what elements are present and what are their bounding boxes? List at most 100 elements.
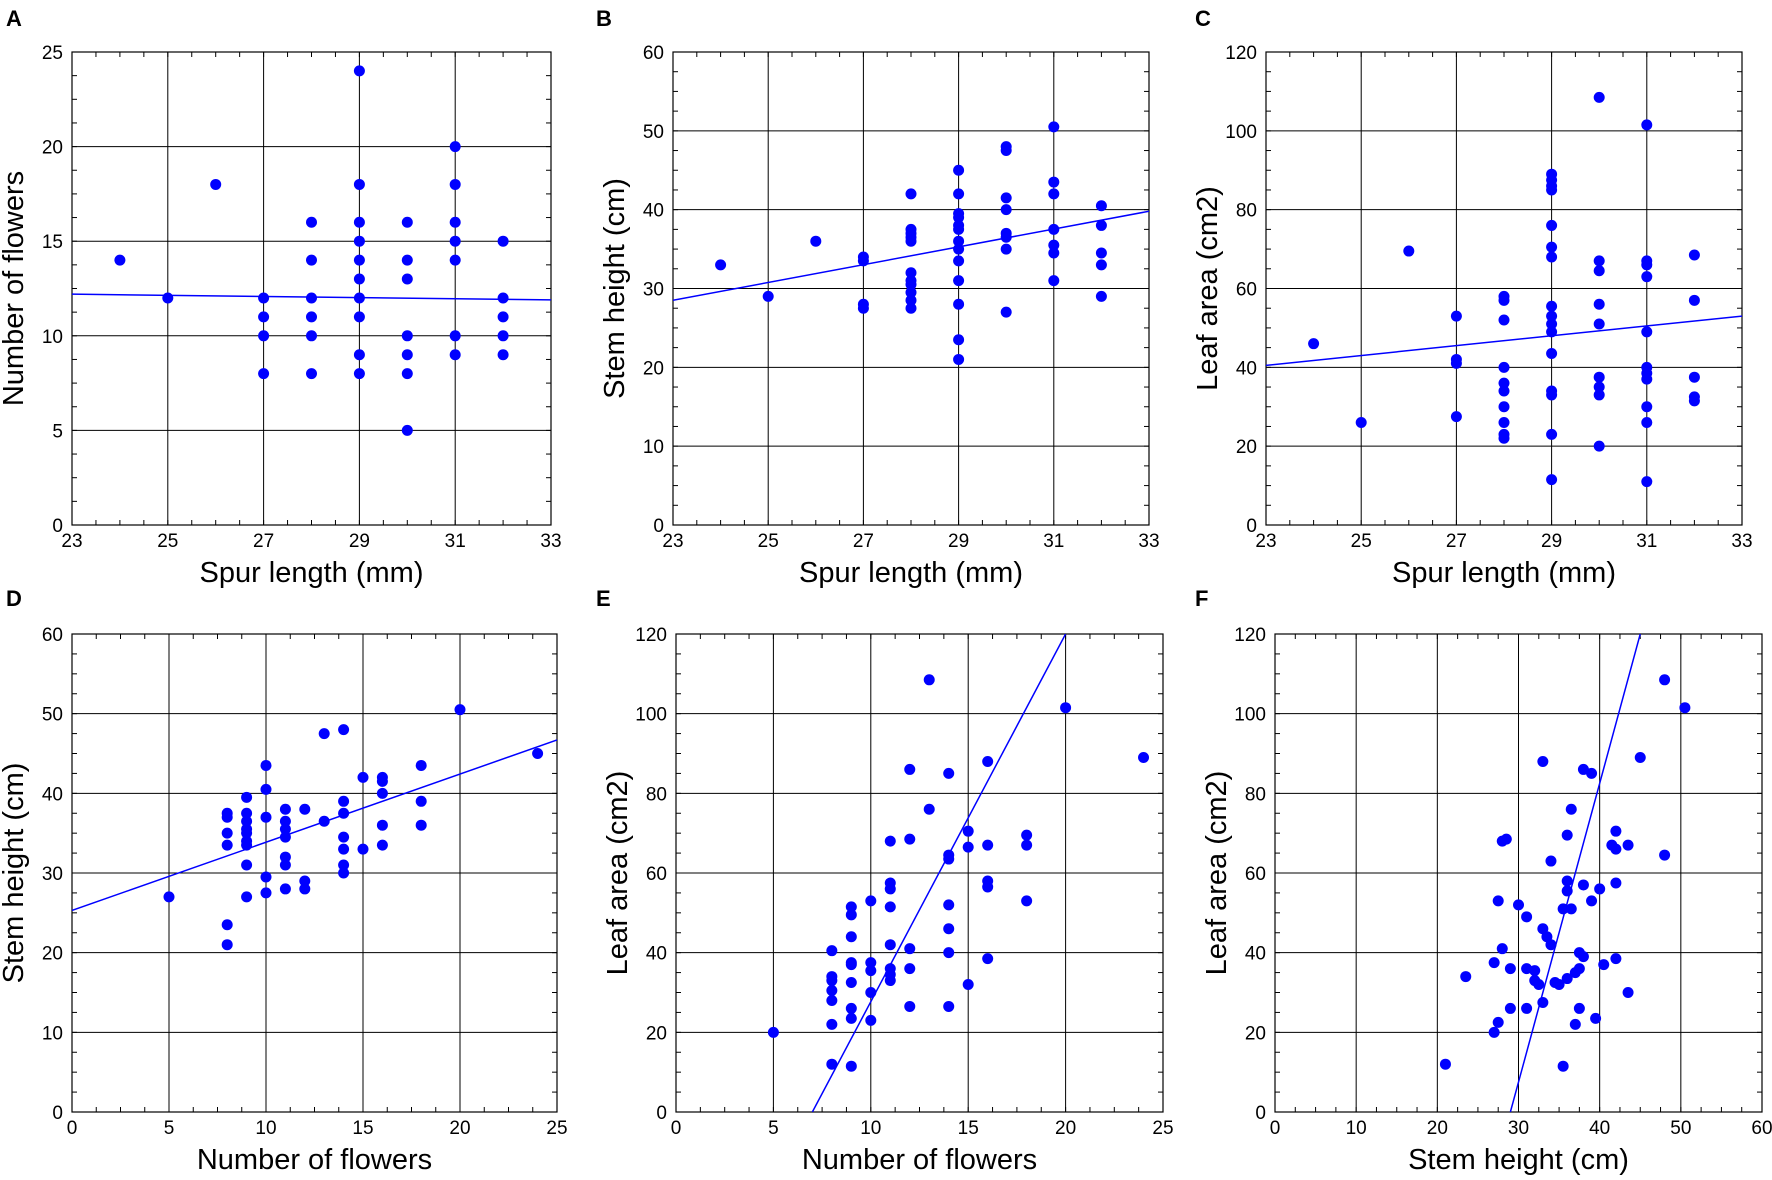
panel-letter: C [1195,6,1211,31]
x-tick-label: 5 [164,1118,175,1139]
data-point [953,243,965,255]
x-tick-label: 5 [768,1118,779,1139]
data-point [279,803,291,815]
chart-panel-a: A 23 25 27 29 31 33 0 5 10 15 20 25 Spur length (mm) N… [0,6,562,589]
data-point [1577,951,1589,963]
data-point [401,349,413,361]
x-tick-label: 33 [1138,531,1159,552]
x-tick-label: 27 [1446,531,1467,552]
x-tick-label: 29 [1541,531,1562,552]
x-tick-label: 0 [67,1118,78,1139]
data-point [401,424,413,436]
data-point [1679,702,1691,714]
plot-frame [71,51,552,526]
y-tick-label: 20 [1245,1023,1266,1044]
data-point [943,1000,955,1012]
data-point [953,235,965,247]
data-point [449,254,461,266]
data-point [241,807,253,819]
data-point [1598,959,1610,971]
y-tick-label: 0 [653,516,664,537]
data-point [210,178,222,190]
data-point [338,807,350,819]
data-point [241,839,253,851]
y-tick-label: 40 [1245,944,1266,965]
data-point [318,728,330,740]
data-point [260,783,272,795]
data-point [1641,373,1653,385]
data-point [1593,255,1605,267]
data-point [1021,895,1033,907]
panel-letter: B [596,6,612,31]
data-point [943,923,955,935]
y-tick-label: 60 [643,43,664,64]
data-point [1308,338,1320,350]
data-point [905,279,917,291]
data-point [241,827,253,839]
data-point [1498,385,1510,397]
data-point [1561,829,1573,841]
data-point [1060,702,1072,714]
x-tick-label: 20 [1427,1118,1448,1139]
data-point [1000,243,1012,255]
data-point [163,891,175,903]
y-tick-label: 120 [1225,43,1257,64]
data-point [904,763,916,775]
y-tick-label: 80 [646,784,667,805]
y-tick-label: 100 [1225,122,1257,143]
data-point [415,759,427,771]
regression-line [1509,634,1641,1112]
data-point [904,1000,916,1012]
x-tick-label: 0 [1270,1118,1281,1139]
data-point [1048,275,1060,287]
y-tick-label: 25 [42,43,63,64]
data-point [1521,1002,1533,1014]
data-point [401,368,413,380]
data-point [1095,247,1107,259]
data-point [497,349,509,361]
data-point [1593,381,1605,393]
data-point [1593,318,1605,330]
data-point [279,815,291,827]
data-point [884,939,896,951]
data-point [299,875,311,887]
x-tick-label: 27 [853,531,874,552]
x-tick-label: 20 [1055,1118,1076,1139]
data-point [953,164,965,176]
x-tick-label: 0 [671,1118,682,1139]
data-point [962,841,974,853]
panel-letter: F [1195,586,1208,611]
data-point [1488,1026,1500,1038]
x-tick-label: 15 [352,1118,373,1139]
data-point [299,803,311,815]
data-point [1634,751,1646,763]
x-tick-label: 25 [758,531,779,552]
chart-panel-e: E 0 5 10 15 20 25 0 20 40 60 80 100 120 Number of flow… [596,586,1174,1176]
x-tick-label: 10 [1346,1118,1367,1139]
data-point [1546,310,1558,322]
data-point [1593,371,1605,383]
regression-line [811,634,1067,1112]
data-point [1546,348,1558,360]
data-point [306,330,317,342]
data-point [904,833,916,845]
data-point [497,330,509,342]
y-tick-label: 120 [1234,625,1266,646]
data-point [905,286,917,298]
data-point [376,787,388,799]
data-point [953,223,965,235]
data-point [338,724,350,736]
panel-letter: A [6,6,22,31]
data-point [258,368,270,380]
data-point [1561,875,1573,887]
data-point [845,1012,857,1024]
data-point [865,965,877,977]
data-point [905,302,917,314]
data-point [845,931,857,943]
data-point [1513,899,1524,911]
data-point [1546,326,1558,338]
data-point [258,292,270,304]
data-point [1498,314,1510,326]
data-point [1498,417,1510,429]
data-point [1492,895,1504,907]
